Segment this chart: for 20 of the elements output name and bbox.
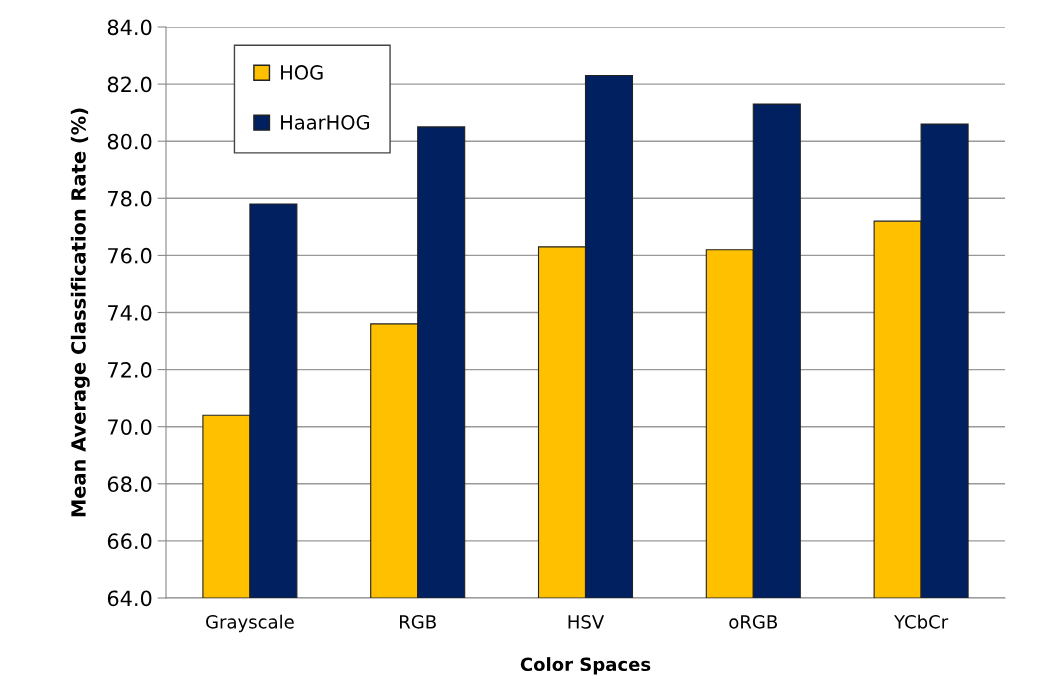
x-tick-label: YCbCr (894, 614, 949, 629)
legend-label: HaarHOG (281, 115, 370, 130)
x-tick-label: Grayscale (206, 614, 294, 633)
x-tick-label: RGB (400, 614, 436, 629)
y-tick-label: 82.0 (107, 76, 152, 93)
y-tick-label: 64.0 (107, 590, 152, 607)
y-tick-label: 74.0 (108, 304, 152, 321)
x-tick-label: oRGB (729, 614, 778, 629)
y-tick-label: 76.0 (108, 247, 152, 264)
x-axis-title: Color Spaces (520, 657, 651, 675)
y-tick-label: 70.0 (108, 419, 152, 435)
legend-label: HOG (281, 65, 323, 80)
y-tick-label: 68.0 (107, 476, 152, 493)
y-tick-label: 80.0 (107, 133, 152, 150)
y-tick-label: 72.0 (108, 362, 152, 378)
x-tick-label: HSV (568, 614, 605, 629)
y-tick-label: 84.0 (107, 19, 152, 36)
y-tick-label: 78.0 (108, 190, 152, 207)
y-axis-title: Mean Average Classification Rate (%) (70, 108, 90, 517)
y-tick-label: 66.0 (107, 533, 152, 550)
